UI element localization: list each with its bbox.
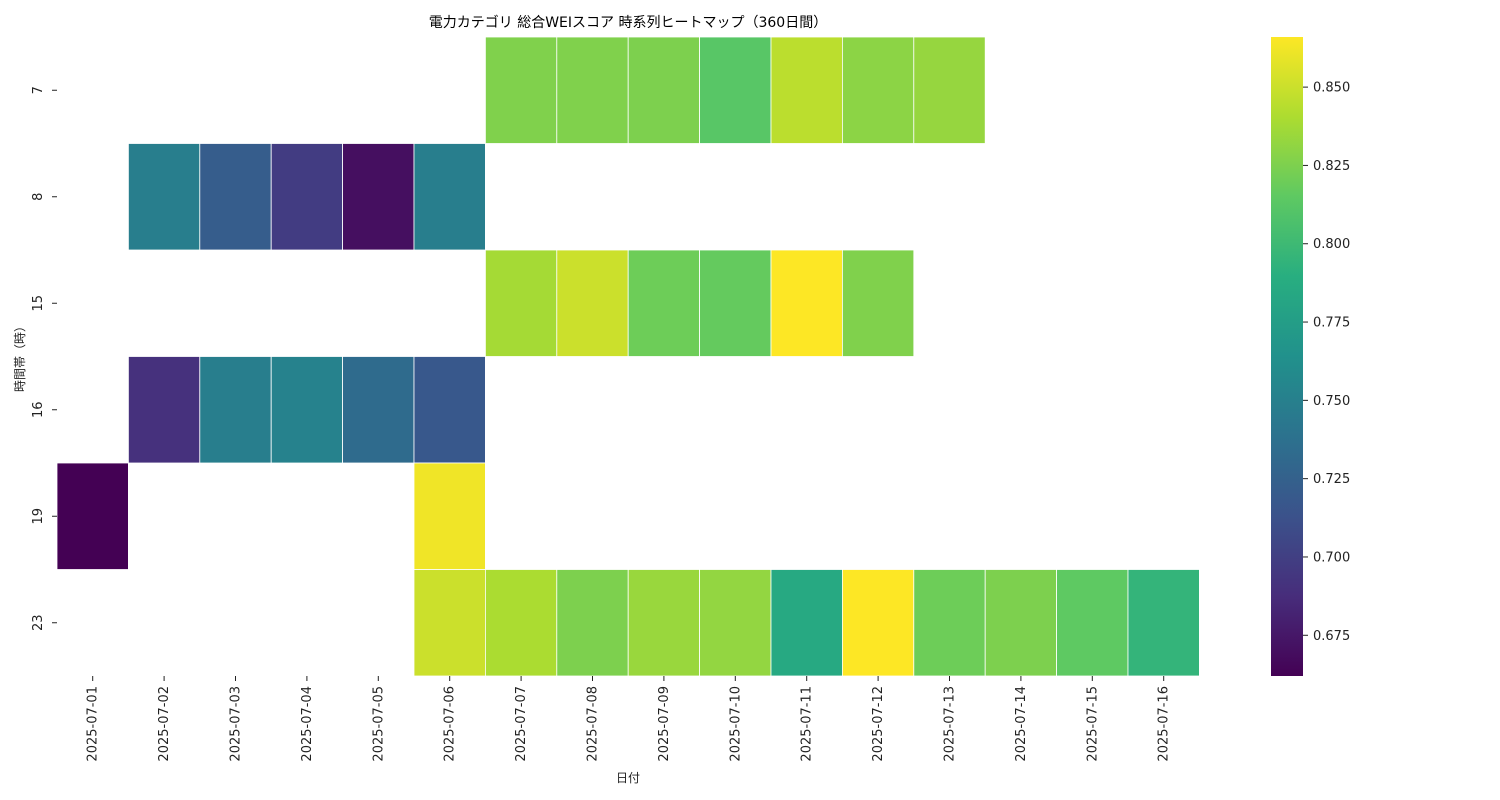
y-tick-label: 23	[31, 614, 46, 631]
chart-title: 電力カテゴリ 総合WEIスコア 時系列ヒートマップ（360日間）	[429, 14, 827, 31]
colorbar	[1271, 37, 1303, 676]
heatmap-cell	[556, 249, 629, 357]
heatmap-cell	[699, 569, 772, 677]
colorbar-tick-label: 0.775	[1313, 316, 1350, 331]
x-tick-label: 2025-07-04	[300, 686, 315, 762]
heatmap-cell	[770, 569, 843, 677]
heatmap-cell	[484, 249, 558, 357]
heatmap-cell	[1056, 569, 1129, 677]
colorbar-tick-label: 0.750	[1313, 394, 1350, 409]
heatmap-cell	[627, 249, 701, 357]
x-tick-label: 2025-07-07	[514, 686, 529, 762]
heatmap-cell	[699, 36, 772, 144]
heatmap-cell	[1127, 569, 1200, 677]
y-tick-label: 7	[31, 86, 46, 94]
x-tick-label: 2025-07-02	[157, 686, 172, 762]
heatmap-cell	[127, 143, 201, 251]
heatmap-cell	[413, 356, 486, 464]
colorbar-tick-label: 0.850	[1313, 81, 1350, 96]
colorbar-tick-label: 0.700	[1313, 550, 1350, 565]
colorbar-ticks: 0.675 0.700 0.725 0.750 0.775 0.800 0.825 0.850	[1303, 81, 1350, 644]
x-tick-label: 2025-07-06	[443, 686, 458, 762]
x-tick-label: 2025-07-16	[1157, 686, 1172, 762]
y-tick-label: 16	[31, 401, 46, 418]
heatmap-cell	[199, 356, 272, 464]
heatmap-cell	[56, 462, 129, 570]
colorbar-tick-label: 0.675	[1313, 629, 1350, 644]
heatmap-cell	[484, 36, 558, 144]
heatmap-cell	[413, 143, 486, 251]
x-axis-label: 日付	[616, 771, 640, 785]
x-tick-label: 2025-07-13	[943, 686, 958, 762]
x-tick-label: 2025-07-09	[657, 686, 672, 762]
heatmap-cell	[342, 143, 415, 251]
x-axis-ticks: 2025-07-01 2025-07-02 2025-07-03 2025-07-04…	[86, 676, 1172, 762]
heatmap-cell	[556, 569, 629, 677]
x-tick-label: 2025-07-10	[728, 686, 743, 762]
y-axis-ticks: 7 8 15 16 19 23	[31, 86, 57, 631]
heatmap-cell	[127, 356, 201, 464]
heatmap-cell	[913, 36, 986, 144]
heatmap-cell	[270, 356, 344, 464]
x-tick-label: 2025-07-14	[1014, 686, 1029, 762]
x-tick-label: 2025-07-11	[800, 686, 815, 762]
x-tick-label: 2025-07-12	[871, 686, 886, 762]
heatmap-cell	[770, 249, 843, 357]
colorbar-tick-label: 0.800	[1313, 237, 1350, 252]
heatmap-cell	[984, 569, 1058, 677]
heatmap-cell	[199, 143, 272, 251]
heatmap-cell	[627, 569, 701, 677]
heatmap-cell	[627, 36, 701, 144]
heatmap-cell	[842, 36, 915, 144]
heatmap-cells	[56, 36, 1200, 677]
x-tick-label: 2025-07-08	[586, 686, 601, 762]
heatmap-cell	[484, 569, 558, 677]
heatmap-cell	[556, 36, 629, 144]
heatmap-cell	[913, 569, 986, 677]
y-axis-label: 時間帯（時）	[13, 320, 27, 392]
heatmap-cell	[413, 569, 486, 677]
x-tick-label: 2025-07-05	[371, 686, 386, 762]
x-tick-label: 2025-07-01	[86, 686, 101, 762]
x-tick-label: 2025-07-15	[1085, 686, 1100, 762]
colorbar-tick-label: 0.825	[1313, 159, 1350, 174]
heatmap-cell	[699, 249, 772, 357]
x-tick-label: 2025-07-03	[229, 686, 244, 762]
y-tick-label: 15	[31, 295, 46, 312]
heatmap-cell	[270, 143, 344, 251]
y-tick-label: 19	[31, 508, 46, 525]
colorbar-tick-label: 0.725	[1313, 472, 1350, 487]
heatmap-cell	[842, 569, 915, 677]
heatmap-cell	[413, 462, 486, 570]
heatmap-cell	[842, 249, 915, 357]
heatmap-cell	[770, 36, 843, 144]
heatmap-cell	[342, 356, 415, 464]
y-tick-label: 8	[31, 193, 46, 201]
